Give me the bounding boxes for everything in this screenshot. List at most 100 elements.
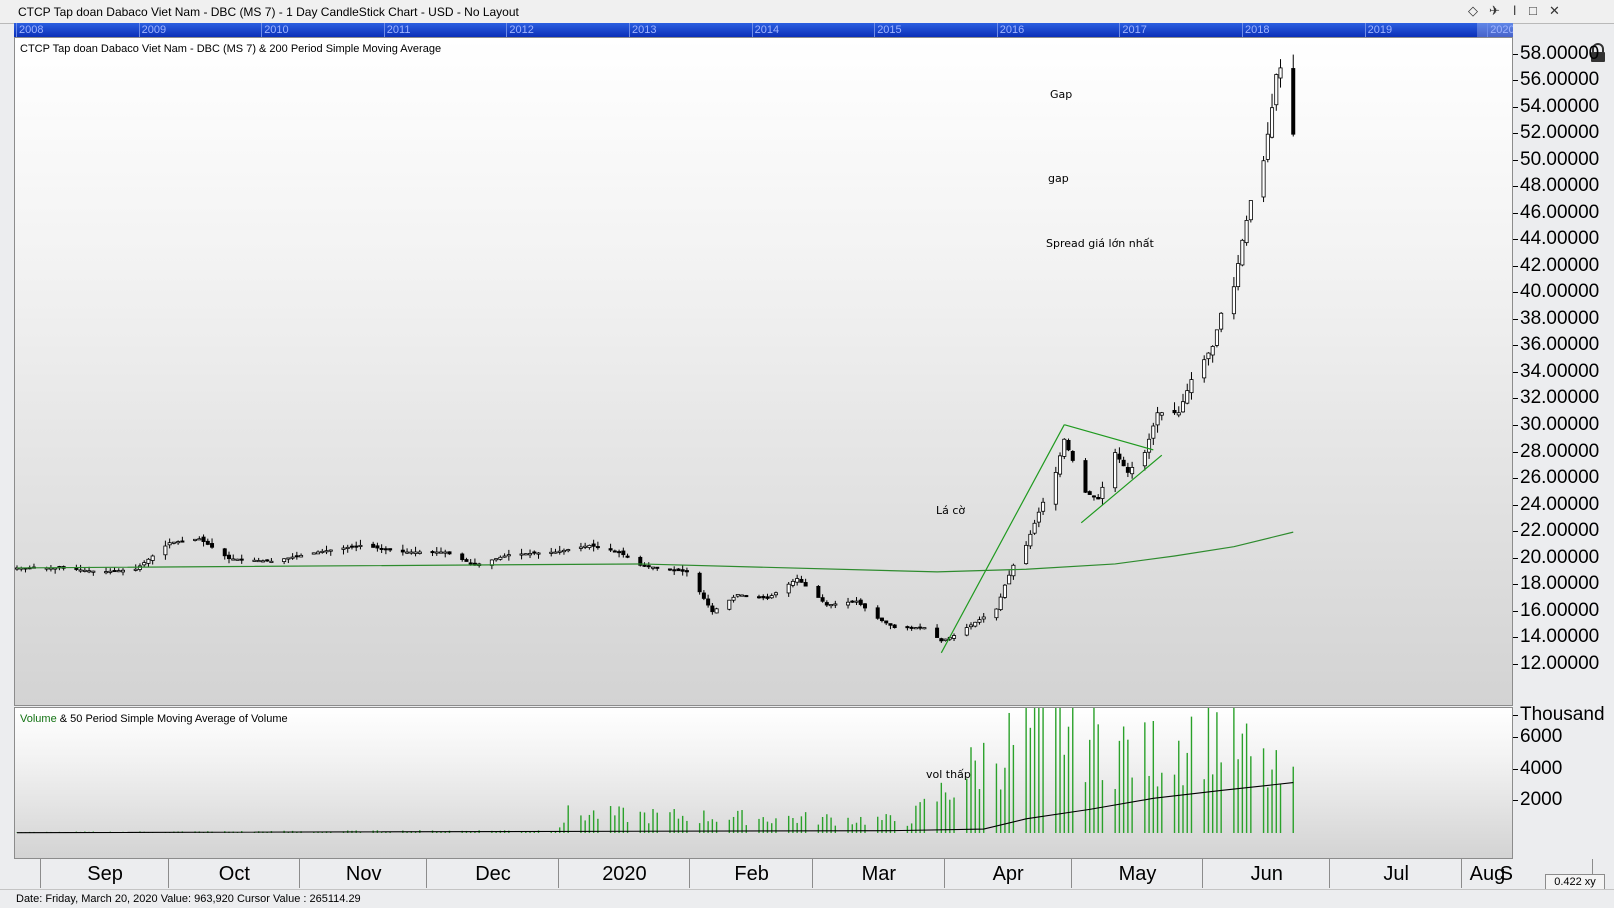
candle <box>667 568 672 572</box>
status-bar: Date: Friday, March 20, 2020 Value: 963,… <box>0 889 1614 908</box>
price-panel-caption: CTCP Tap doan Dabaco Viet Nam - DBC (MS … <box>20 43 442 55</box>
close-icon[interactable]: ✕ <box>1549 3 1560 18</box>
candle <box>1202 355 1207 383</box>
candle <box>1032 519 1037 535</box>
price-tick-label: 24.00000 <box>1512 493 1600 515</box>
navigator-year-label[interactable]: 2020 <box>1490 24 1513 36</box>
date-axis-separator <box>40 859 42 888</box>
annotation-spread: Spread giá lớn nhất <box>1046 237 1154 250</box>
navigator-year-label[interactable]: 2017 <box>1122 24 1147 36</box>
pin-icon[interactable]: ✈ <box>1489 3 1500 18</box>
navigator-year-label[interactable]: 2009 <box>141 24 167 36</box>
candle <box>1011 563 1016 580</box>
candle <box>820 594 825 603</box>
candle <box>922 627 927 630</box>
candle <box>1036 507 1041 528</box>
candle <box>816 585 821 598</box>
volume-chart-svg: vol thấp <box>16 708 1294 834</box>
volume-ma50-line <box>16 782 1294 834</box>
navigator-year-label[interactable]: 2019 <box>1367 24 1393 36</box>
candle <box>731 594 736 603</box>
trend-line <box>1080 454 1163 524</box>
volume-panel[interactable]: Volume & 50 Period Simple Moving Average… <box>14 707 1513 859</box>
price-tick-label: 50.00000 <box>1512 148 1600 170</box>
candle <box>104 567 109 575</box>
navigator-year-divider <box>874 23 876 37</box>
diamond-icon[interactable]: ◇ <box>1468 3 1478 18</box>
date-axis-label: Nov <box>345 863 382 885</box>
price-tick-label: 16.00000 <box>1512 599 1600 621</box>
candle <box>858 598 863 607</box>
navigator-year-label[interactable]: 2010 <box>264 24 289 36</box>
candle <box>1096 494 1101 500</box>
date-axis-label: Aug <box>1469 863 1506 885</box>
candle <box>15 565 19 571</box>
navigator-year-label[interactable]: 2015 <box>877 24 902 36</box>
navigator-year-label[interactable]: 2012 <box>509 24 534 36</box>
zoom-indicator[interactable]: 0.422 xy <box>1545 874 1605 891</box>
candle <box>710 602 715 615</box>
candle <box>769 593 774 599</box>
info-icon[interactable]: ǀ <box>1513 3 1517 18</box>
volume-axis-unit: Thousand <box>1513 704 1605 725</box>
candle <box>205 538 210 546</box>
candle <box>341 545 346 555</box>
candle <box>566 548 571 553</box>
candle <box>765 593 770 601</box>
ma200-line <box>16 531 1294 573</box>
candle <box>388 548 393 553</box>
price-panel[interactable]: CTCP Tap doan Dabaco Viet Nam - DBC (MS … <box>14 37 1513 706</box>
candle <box>523 553 528 556</box>
navigator-year-label[interactable]: 2008 <box>19 24 44 36</box>
date-axis-separator <box>1460 859 1462 888</box>
candle <box>697 571 702 595</box>
candle <box>1147 433 1152 459</box>
navigator-year-label[interactable]: 2013 <box>632 24 657 36</box>
candle <box>879 617 884 623</box>
candle <box>799 575 804 583</box>
trend-line <box>940 424 1065 654</box>
candle <box>612 549 617 553</box>
candle <box>239 554 244 564</box>
price-axis: 58.00000 56.00000 54.00000 52.00000 50.00000… <box>1512 37 1614 706</box>
price-tick-label: 22.00000 <box>1512 520 1600 542</box>
candle <box>846 597 851 609</box>
navigator-window-handle[interactable] <box>1477 23 1513 37</box>
lock-icon[interactable] <box>1589 43 1607 63</box>
candle <box>1117 447 1122 464</box>
candle <box>740 594 745 597</box>
date-axis-label: 2020 <box>602 863 647 885</box>
maximize-icon[interactable]: □ <box>1529 3 1537 18</box>
navigator-year-label[interactable]: 2011 <box>386 24 411 36</box>
candle <box>417 549 422 555</box>
candle <box>536 552 541 559</box>
candle <box>803 578 808 587</box>
candle <box>1083 458 1088 494</box>
price-tick-label: 58.00000 <box>1512 42 1600 64</box>
date-navigator[interactable]: 2008 2009 2010 2011 2012 2013 2014 2015 2016 2017… <box>14 23 1513 37</box>
candle <box>655 566 660 571</box>
candle <box>498 555 503 561</box>
candle <box>854 597 859 606</box>
candle <box>1066 438 1071 452</box>
date-axis-label: Feb <box>734 863 769 885</box>
date-axis-label: Jun <box>1250 863 1283 885</box>
volume-tick-label: 6000 <box>1512 726 1563 748</box>
candle <box>82 567 87 573</box>
candle <box>400 544 405 556</box>
candle <box>1091 495 1096 501</box>
candle <box>557 545 562 555</box>
navigator-year-label[interactable]: 2018 <box>1245 24 1270 36</box>
candle <box>53 567 58 574</box>
candle <box>311 552 316 555</box>
date-axis-label: S <box>1499 863 1513 885</box>
navigator-year-divider <box>1487 23 1489 37</box>
candle <box>973 621 978 628</box>
candle <box>197 536 202 541</box>
candle <box>108 568 113 575</box>
candle <box>222 547 227 560</box>
navigator-year-label[interactable]: 2014 <box>754 24 780 36</box>
candle <box>519 548 524 560</box>
navigator-year-label[interactable]: 2016 <box>999 24 1025 36</box>
date-axis-separator <box>1329 859 1331 888</box>
